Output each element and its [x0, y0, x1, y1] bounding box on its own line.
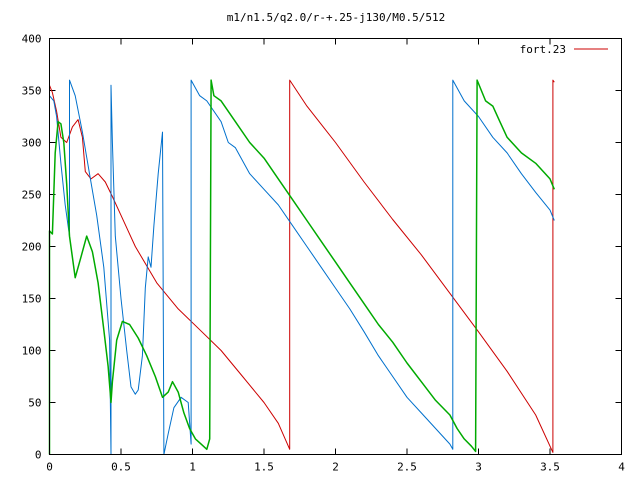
y-tick-label: 200	[22, 241, 42, 254]
x-tick-label: 1	[189, 461, 196, 474]
x-tick-label: 4	[618, 461, 625, 474]
x-tick-label: 1.5	[254, 461, 274, 474]
legend-label: fort.23	[520, 43, 566, 56]
series-line-2	[49, 79, 555, 455]
x-tick-label: 2	[332, 461, 339, 474]
y-tick-label: 250	[22, 189, 42, 202]
plot-frame	[49, 38, 622, 455]
axes: 0 0.5 1 1.5 2 2.5 3 3.5 4 0 50 100 150 200 250 300 350 40…	[22, 33, 626, 474]
x-tick-label: 2.5	[397, 461, 417, 474]
y-tick-label: 150	[22, 293, 42, 306]
series-layer	[48, 79, 555, 455]
chart-title: m1/n1.5/q2.0/r-+.25-j130/M0.5/512	[227, 11, 446, 24]
y-tick-label: 50	[28, 397, 41, 410]
series-line-1	[49, 79, 555, 455]
y-tick-label: 400	[22, 33, 42, 46]
y-tick-label: 100	[22, 345, 42, 358]
legend: fort.23	[520, 43, 608, 56]
y-tick-label: 0	[35, 449, 42, 462]
y-tick-label: 300	[22, 137, 42, 150]
x-tick-label: 3	[475, 461, 482, 474]
series-line-3	[48, 79, 555, 455]
y-tick-label: 350	[22, 85, 42, 98]
x-tick-label: 0.5	[111, 461, 131, 474]
x-tick-label: 3.5	[540, 461, 560, 474]
x-tick-label: 0	[46, 461, 53, 474]
